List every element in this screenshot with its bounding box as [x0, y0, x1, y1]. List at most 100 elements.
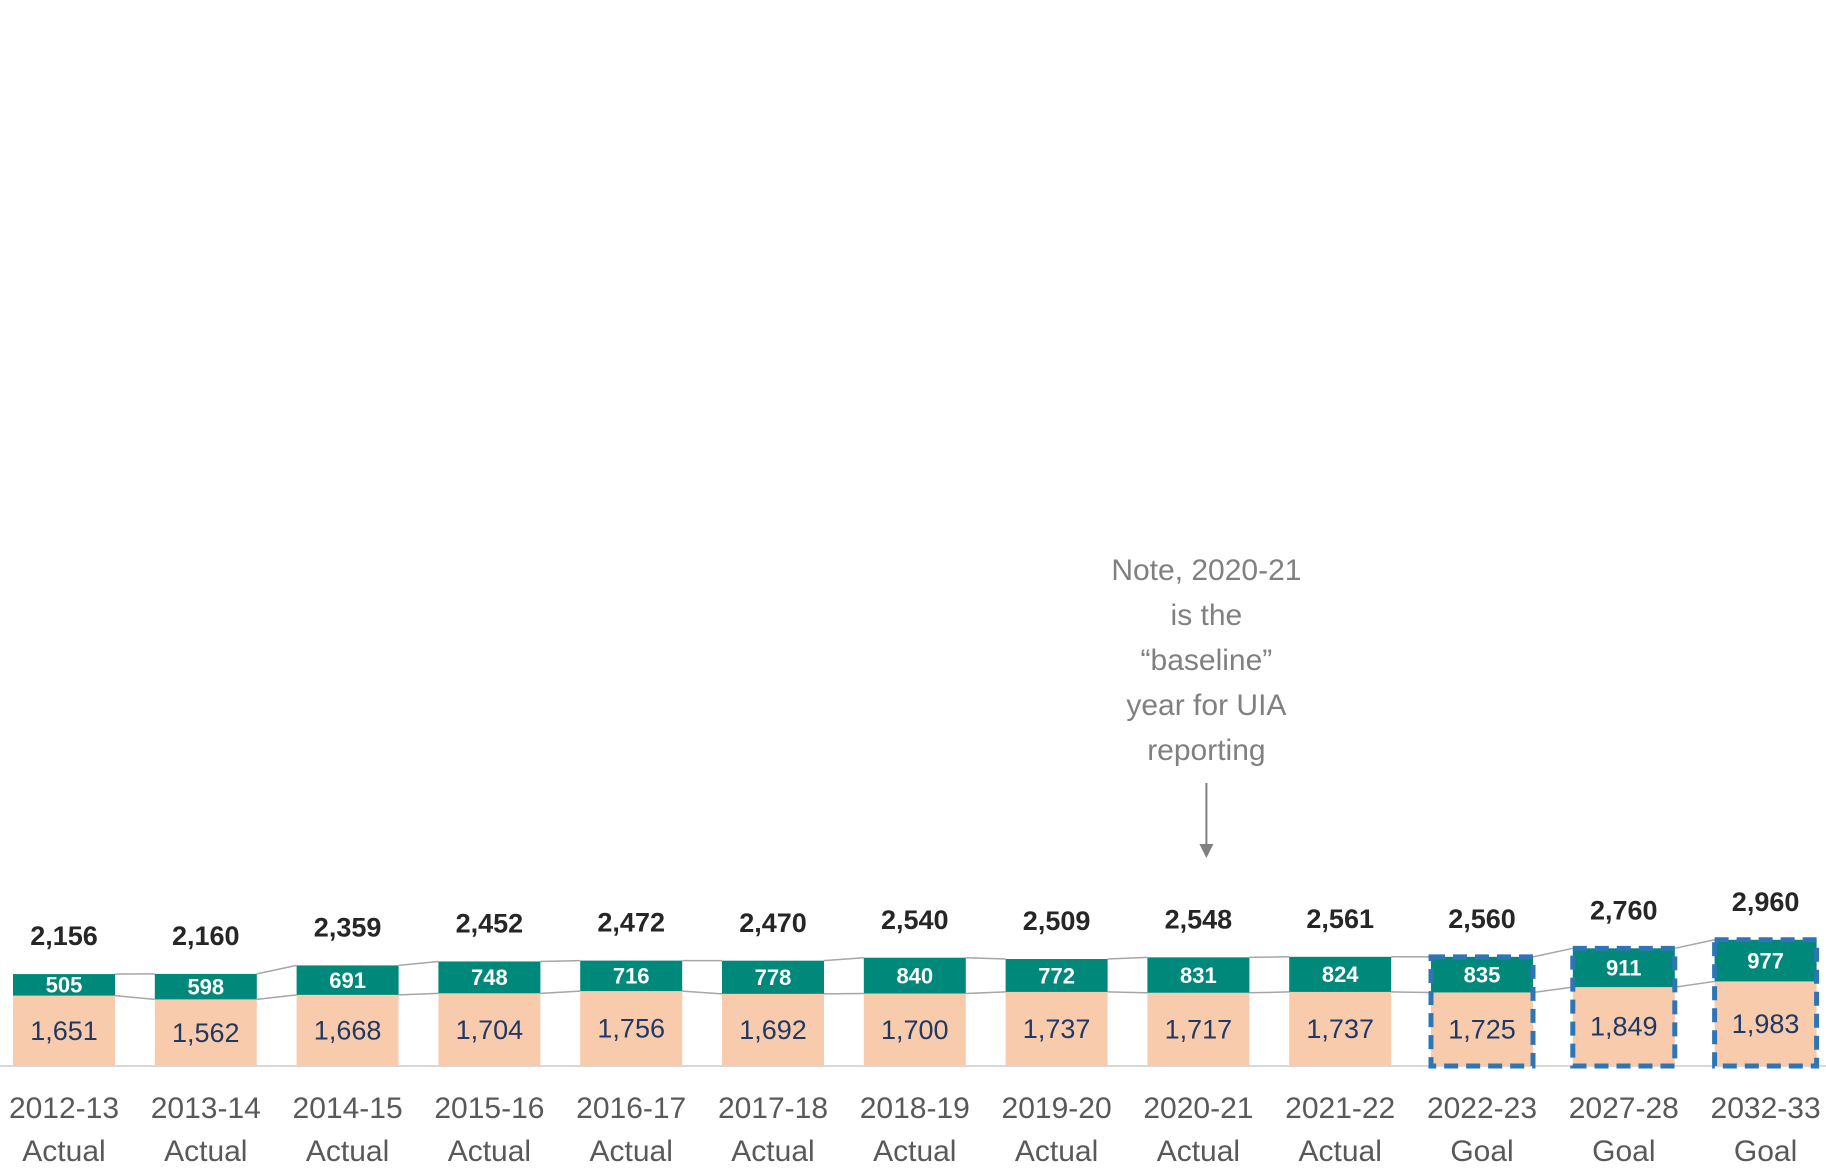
x-tick-label: 2016-17	[576, 1092, 686, 1125]
data-label: 1,700	[881, 1015, 949, 1045]
connector-line	[1674, 980, 1715, 988]
connector-line	[965, 991, 1006, 995]
connector-line	[540, 959, 581, 963]
bar-segment	[580, 991, 683, 1066]
goal-outline	[1712, 937, 1820, 1069]
x-tick-label: 2012-13	[9, 1092, 119, 1125]
bar-segment	[1289, 956, 1392, 992]
total-label: 2,560	[1448, 904, 1516, 934]
x-tick-label: Actual	[22, 1135, 105, 1168]
x-tick-label: 2014-15	[293, 1092, 403, 1125]
connector-line	[256, 994, 297, 1001]
total-label: 2,160	[172, 921, 240, 951]
total-label: 2,548	[1165, 904, 1233, 934]
connector-line	[1532, 947, 1573, 958]
data-label: 824	[1322, 962, 1359, 987]
connector-line	[540, 990, 581, 995]
data-label: 1,717	[1165, 1015, 1233, 1045]
connector-line	[823, 956, 864, 962]
total-label: 2,156	[30, 921, 98, 951]
bar-segment	[1431, 956, 1533, 993]
x-tick-label: Actual	[164, 1135, 247, 1168]
data-label: 831	[1180, 963, 1217, 988]
connector-line	[965, 956, 1006, 960]
annotation-arrowhead	[1199, 844, 1214, 858]
annotation-text: reporting	[1147, 734, 1265, 767]
x-tick-label: 2017-18	[718, 1092, 828, 1125]
bar-segment	[1147, 957, 1250, 993]
x-tick-label: Actual	[448, 1135, 531, 1168]
goal-outline	[1428, 954, 1536, 1069]
x-tick-label: Actual	[1299, 1135, 1382, 1168]
total-label: 2,561	[1306, 904, 1374, 934]
total-label: 2,470	[739, 908, 807, 938]
data-label: 1,983	[1732, 1009, 1800, 1039]
connector-line	[398, 992, 439, 996]
bar-segment	[863, 957, 966, 994]
bar-segment	[154, 973, 257, 1000]
x-tick-label: Goal	[1592, 1135, 1655, 1168]
connector-line	[1249, 991, 1290, 994]
bar-segment	[1572, 948, 1675, 988]
x-tick-label: Actual	[873, 1135, 956, 1168]
total-label: 2,359	[314, 913, 382, 943]
x-tick-label: Actual	[1015, 1135, 1098, 1168]
data-label: 748	[471, 965, 508, 990]
data-label: 1,756	[597, 1014, 665, 1044]
bar-segment	[296, 965, 399, 995]
data-label: 716	[613, 964, 650, 989]
data-label: 691	[329, 968, 366, 993]
bar-segment	[13, 995, 115, 1066]
x-tick-label: 2019-20	[1002, 1092, 1112, 1125]
total-label: 2,540	[881, 905, 949, 935]
data-label: 1,725	[1448, 1014, 1516, 1044]
bar-segment	[438, 961, 541, 994]
bar-segment	[580, 960, 683, 992]
annotation-text: year for UIA	[1126, 689, 1286, 722]
x-tick-label: Actual	[590, 1135, 673, 1168]
bar-segment	[296, 994, 399, 1066]
x-tick-label: 2027-28	[1569, 1092, 1679, 1125]
x-tick-label: 2020-21	[1143, 1092, 1253, 1125]
bar-segment	[722, 960, 824, 994]
x-tick-label: Actual	[731, 1135, 814, 1168]
data-label: 1,692	[739, 1015, 807, 1045]
connector-line	[1532, 986, 1573, 994]
connector-line	[256, 964, 297, 975]
connector-line	[1107, 956, 1148, 960]
data-label: 840	[896, 963, 933, 988]
connector-line	[398, 960, 439, 967]
data-label: 1,737	[1306, 1014, 1374, 1044]
x-tick-label: 2013-14	[151, 1092, 261, 1125]
x-tick-label: 2032-33	[1711, 1092, 1821, 1125]
data-label: 598	[187, 974, 224, 999]
data-label: 1,668	[314, 1016, 382, 1046]
x-tick-label: 2021-22	[1285, 1092, 1395, 1125]
x-tick-label: Goal	[1450, 1135, 1513, 1168]
x-tick-label: 2022-23	[1427, 1092, 1537, 1125]
data-label: 911	[1606, 956, 1642, 981]
annotation-text: is the	[1171, 599, 1243, 632]
bar-segment	[1431, 992, 1533, 1066]
total-label: 2,472	[597, 908, 665, 938]
data-label: 772	[1038, 963, 1075, 988]
total-label: 2,509	[1023, 906, 1091, 936]
bar-segment	[438, 993, 541, 1066]
x-tick-label: Actual	[1157, 1135, 1240, 1168]
bar-segment	[1714, 981, 1817, 1066]
data-label: 977	[1747, 948, 1784, 973]
connector-line	[114, 994, 155, 1001]
bar-segment	[863, 993, 966, 1066]
x-tick-label: Goal	[1734, 1135, 1797, 1168]
bar-segment	[1147, 992, 1250, 1066]
data-label: 505	[46, 973, 83, 998]
connector-line	[682, 990, 723, 995]
bar-segment	[1005, 959, 1108, 992]
data-label: 1,849	[1590, 1012, 1658, 1042]
x-tick-label: 2018-19	[860, 1092, 970, 1125]
data-label: 835	[1464, 962, 1501, 987]
goal-outline	[1570, 945, 1678, 1069]
connector-line	[1674, 939, 1715, 950]
bar-segment	[1714, 939, 1817, 982]
